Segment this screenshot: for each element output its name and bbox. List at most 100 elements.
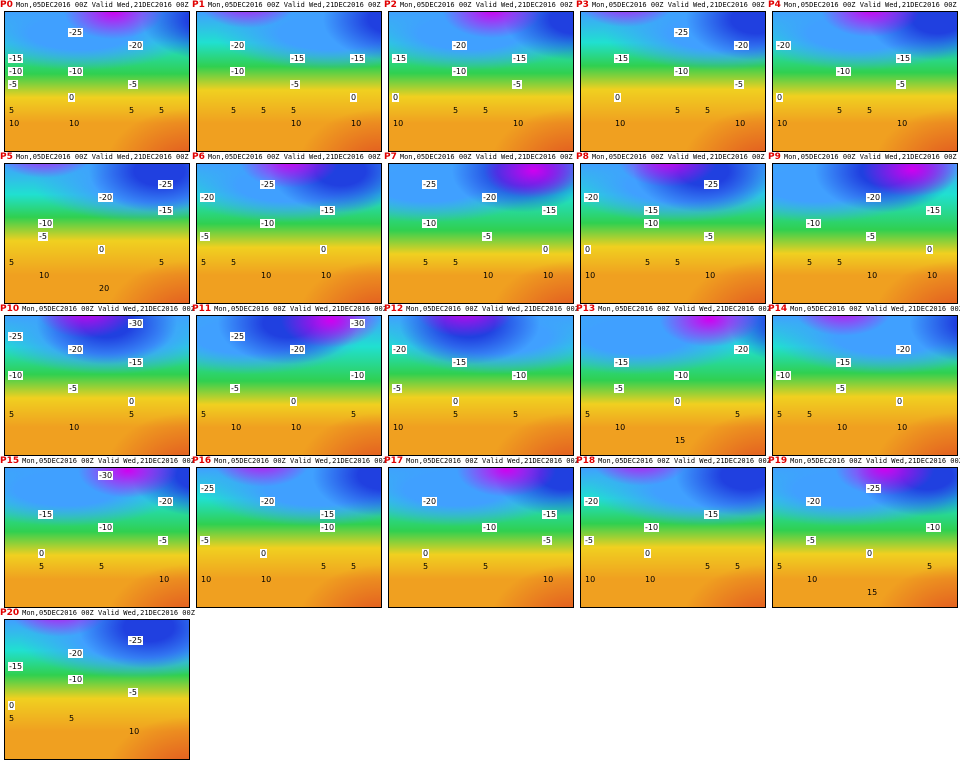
init-valid-time: Mon,05DEC2016 00Z Valid Wed,21DEC2016 00… — [207, 153, 381, 161]
isotherm-label: -5 — [542, 536, 552, 545]
init-valid-time: Mon,05DEC2016 00Z Valid Wed,21DEC2016 00… — [598, 457, 771, 465]
panel-header: P13 Mon,05DEC2016 00Z Valid Wed,21DEC2016… — [576, 304, 771, 315]
isotherm-label: -5 — [38, 232, 48, 241]
isotherm-label: 5 — [231, 106, 237, 115]
isotherm-label: -10 — [8, 67, 24, 76]
isotherm-label: 10 — [897, 119, 908, 128]
isotherm-label: 10 — [261, 575, 272, 584]
isotherm-label: -5 — [200, 536, 210, 545]
panel-header: P1 Mon,05DEC2016 00Z Valid Wed,21DEC2016 … — [192, 0, 384, 11]
isotherm-label: -10 — [512, 371, 528, 380]
isotherm-label: -25 — [704, 180, 720, 189]
isotherm-label: -15 — [290, 54, 306, 63]
isotherm-label: -5 — [614, 384, 624, 393]
ensemble-member-panel: P18 Mon,05DEC2016 00Z Valid Wed,21DEC2016… — [576, 456, 771, 608]
isotherm-label: 5 — [453, 106, 459, 115]
temperature-map: -30 -25 -20 -15 -10 -5 0 5 10 5 — [4, 315, 190, 456]
isotherm-label: 5 — [777, 410, 783, 419]
ensemble-member-panel: P6 Mon,05DEC2016 00Z Valid Wed,21DEC2016 … — [192, 152, 384, 304]
isotherm-label: -15 — [128, 358, 144, 367]
isotherm-label: -5 — [896, 80, 906, 89]
isotherm-label: -5 — [200, 232, 210, 241]
isotherm-label: -25 — [68, 28, 84, 37]
init-valid-time: Mon,05DEC2016 00Z Valid Wed,21DEC2016 00… — [591, 153, 765, 161]
isotherm-label: -5 — [68, 384, 78, 393]
temperature-map: -10 -25 -20 -15 -5 0 5 10 10 5 — [580, 163, 766, 304]
panel-header: P7 Mon,05DEC2016 00Z Valid Wed,21DEC2016 … — [384, 152, 576, 163]
isotherm-label: -25 — [128, 636, 144, 645]
isotherm-label: -25 — [158, 180, 174, 189]
member-id: P0 — [0, 0, 13, 10]
isotherm-label: 10 — [129, 727, 140, 736]
temperature-map: -20 -15 -15 -10 -5 0 5 10 10 5 5 — [196, 11, 382, 152]
init-valid-time: Mon,05DEC2016 00Z Valid Wed,21DEC2016 00… — [790, 305, 960, 313]
temperature-map: -15 -10 -5 -10 -25 -20 -5 0 5 10 10 5 5 — [4, 11, 190, 152]
ensemble-member-panel: P20 Mon,05DEC2016 00Z Valid Wed,21DEC2016… — [0, 608, 195, 760]
isotherm-label: -10 — [776, 371, 792, 380]
isotherm-label: -20 — [290, 345, 306, 354]
isotherm-label: 5 — [645, 258, 651, 267]
isotherm-label: -10 — [674, 67, 690, 76]
init-valid-time: Mon,05DEC2016 00Z Valid Wed,21DEC2016 00… — [598, 305, 771, 313]
member-id: P14 — [768, 304, 788, 314]
panel-header: P8 Mon,05DEC2016 00Z Valid Wed,21DEC2016 … — [576, 152, 768, 163]
panel-header: P5 Mon,05DEC2016 00Z Valid Wed,21DEC2016 … — [0, 152, 192, 163]
isotherm-label: 5 — [705, 106, 711, 115]
isotherm-label: 5 — [69, 714, 75, 723]
isotherm-label: 10 — [69, 423, 80, 432]
isotherm-label: 0 — [422, 549, 430, 558]
isotherm-label: -10 — [230, 67, 246, 76]
isotherm-label: -5 — [128, 688, 138, 697]
ensemble-member-panel: P7 Mon,05DEC2016 00Z Valid Wed,21DEC2016 … — [384, 152, 576, 304]
isotherm-label: 5 — [675, 258, 681, 267]
isotherm-label: 0 — [392, 93, 400, 102]
ensemble-member-panel: P4 Mon,05DEC2016 00Z Valid Wed,21DEC2016 … — [768, 0, 960, 152]
ensemble-member-panel: P14 Mon,05DEC2016 00Z Valid Wed,21DEC2016… — [768, 304, 960, 456]
init-valid-time: Mon,05DEC2016 00Z Valid Wed,21DEC2016 00… — [790, 457, 960, 465]
isotherm-label: 5 — [231, 258, 237, 267]
isotherm-label: -20 — [128, 41, 144, 50]
isotherm-label: 5 — [585, 410, 591, 419]
isotherm-label: 5 — [9, 106, 15, 115]
isotherm-label: 5 — [261, 106, 267, 115]
temperature-map: -25 -20 -15 -10 -5 0 5 10 10 5 — [388, 163, 574, 304]
isotherm-label: 15 — [867, 588, 878, 597]
isotherm-label: 5 — [423, 258, 429, 267]
isotherm-label: 0 — [644, 549, 652, 558]
isotherm-label: 5 — [483, 562, 489, 571]
init-valid-time: Mon,05DEC2016 00Z Valid Wed,21DEC2016 00… — [22, 457, 195, 465]
isotherm-label: -15 — [320, 510, 336, 519]
init-valid-time: Mon,05DEC2016 00Z Valid Wed,21DEC2016 00… — [15, 1, 189, 9]
isotherm-label: -15 — [8, 662, 24, 671]
init-valid-time: Mon,05DEC2016 00Z Valid Wed,21DEC2016 00… — [406, 457, 579, 465]
isotherm-label: -15 — [542, 510, 558, 519]
isotherm-label: 5 — [483, 106, 489, 115]
init-valid-time: Mon,05DEC2016 00Z Valid Wed,21DEC2016 00… — [399, 153, 573, 161]
panel-header: P0 Mon,05DEC2016 00Z Valid Wed,21DEC2016 … — [0, 0, 192, 11]
isotherm-label: -25 — [8, 332, 24, 341]
member-id: P16 — [192, 456, 212, 466]
isotherm-label: 0 — [290, 397, 298, 406]
member-id: P4 — [768, 0, 781, 10]
isotherm-label: 10 — [615, 423, 626, 432]
isotherm-label: 10 — [351, 119, 362, 128]
panel-header: P3 Mon,05DEC2016 00Z Valid Wed,21DEC2016 … — [576, 0, 768, 11]
isotherm-label: 0 — [542, 245, 550, 254]
temperature-map: -15 -20 -10 -5 0 5 10 10 5 — [772, 315, 958, 456]
isotherm-label: -20 — [776, 41, 792, 50]
isotherm-label: 5 — [807, 410, 813, 419]
isotherm-label: -20 — [896, 345, 912, 354]
isotherm-label: 5 — [735, 410, 741, 419]
member-id: P17 — [384, 456, 404, 466]
isotherm-label: -10 — [98, 523, 114, 532]
ensemble-member-panel: P9 Mon,05DEC2016 00Z Valid Wed,21DEC2016 … — [768, 152, 960, 304]
member-id: P18 — [576, 456, 596, 466]
isotherm-label: -10 — [674, 371, 690, 380]
isotherm-label: -25 — [230, 332, 246, 341]
panel-header: P14 Mon,05DEC2016 00Z Valid Wed,21DEC2016… — [768, 304, 960, 315]
isotherm-label: 5 — [453, 258, 459, 267]
temperature-map: -20 -25 -10 -5 0 5 10 15 5 — [772, 467, 958, 608]
isotherm-label: -25 — [422, 180, 438, 189]
member-id: P7 — [384, 152, 397, 162]
isotherm-label: -10 — [8, 371, 24, 380]
